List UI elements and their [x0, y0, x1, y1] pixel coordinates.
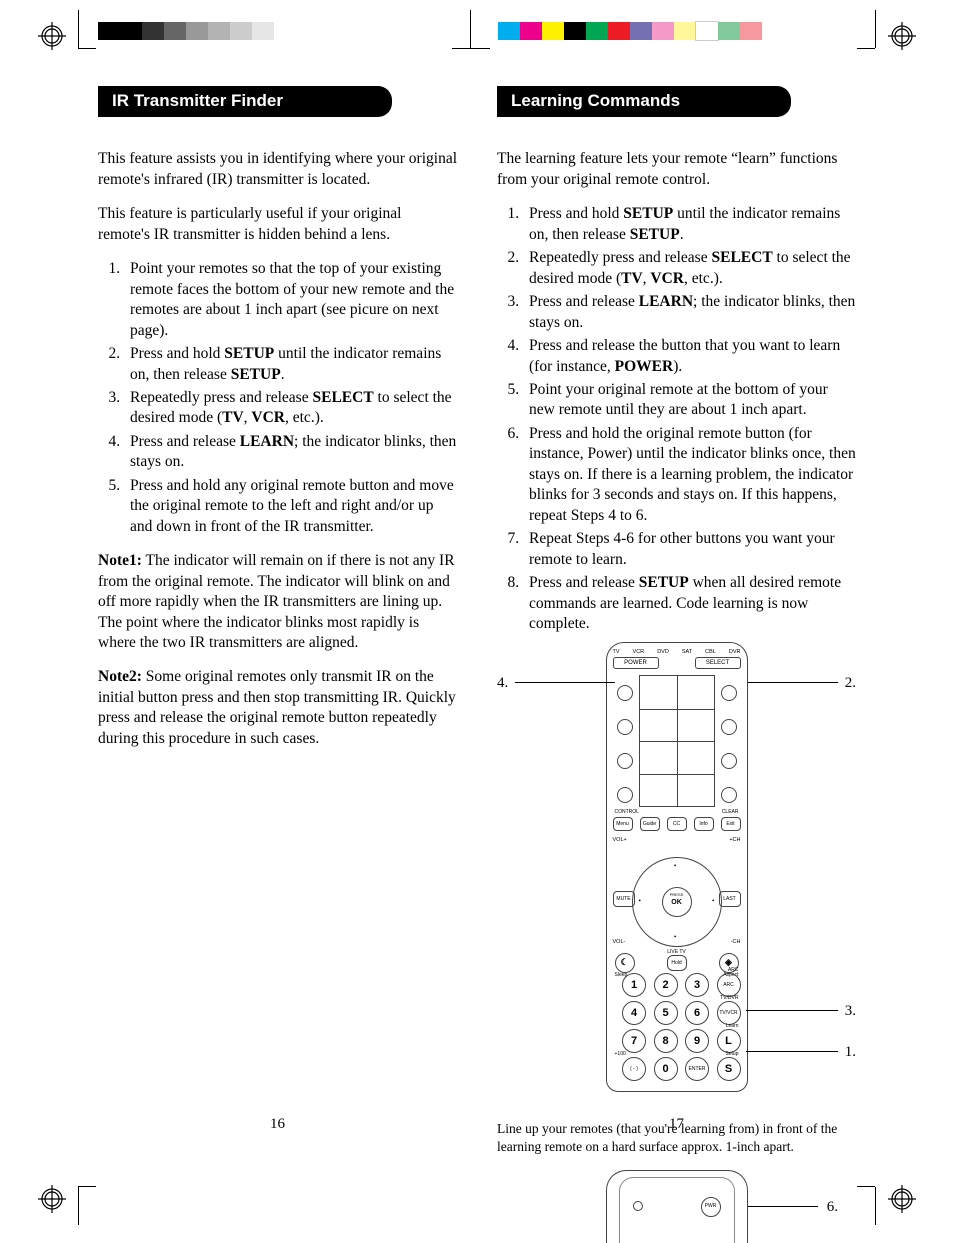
page: IR Transmitter Finder This feature assis…: [0, 0, 954, 1235]
step-item: Press and hold any original remote butto…: [124, 476, 457, 537]
step-item: Press and hold SETUP until the indicator…: [523, 204, 856, 245]
right-para-1: The learning feature lets your remote “l…: [497, 149, 856, 190]
remote-key-0: 0: [654, 1057, 678, 1081]
remote-key-3: 3: [685, 973, 709, 997]
step-item: Repeat Steps 4-6 for other buttons you w…: [523, 529, 856, 570]
registration-mark-icon: [888, 1185, 916, 1213]
left-para-2: This feature is particularly useful if y…: [98, 204, 457, 245]
left-column: IR Transmitter Finder This feature assis…: [98, 86, 457, 1149]
left-para-1: This feature assists you in identifying …: [98, 149, 457, 190]
step-item: Press and release LEARN; the indicator b…: [124, 432, 457, 473]
color-swatch-bar: [498, 22, 762, 40]
right-steps: Press and hold SETUP until the indicator…: [497, 204, 856, 634]
step-item: Repeatedly press and release SELECT to s…: [523, 248, 856, 289]
step-item: Point your remotes so that the top of yo…: [124, 259, 457, 341]
left-heading: IR Transmitter Finder: [98, 86, 392, 117]
step-item: Press and release LEARN; the indicator b…: [523, 292, 856, 333]
step-item: Point your original remote at the bottom…: [523, 380, 856, 421]
bottom-crop-guide: [0, 1187, 954, 1225]
remote-last-button: LAST: [719, 891, 741, 907]
registration-mark-icon: [888, 22, 916, 50]
step-item: Press and hold SETUP until the indicator…: [124, 344, 457, 385]
remote-key-ENTER: ENTER: [685, 1057, 709, 1081]
remote-side-L: L: [717, 1029, 741, 1053]
step-item: Press and hold the original remote butto…: [523, 424, 856, 526]
step-item: Press and release SETUP when all desired…: [523, 573, 856, 634]
remote-key-6: 6: [685, 1001, 709, 1025]
remote-side-ARC: ARC: [717, 973, 741, 997]
remote-key-2: 2: [654, 973, 678, 997]
remote-key-7: 7: [622, 1029, 646, 1053]
step-item: Repeatedly press and release SELECT to s…: [124, 388, 457, 429]
registration-mark-icon: [38, 22, 66, 50]
step-item: Press and release the button that you wa…: [523, 336, 856, 377]
callout-1: 1.: [845, 1043, 856, 1063]
callout-2: 2.: [845, 674, 856, 694]
remote-key-9: 9: [685, 1029, 709, 1053]
right-column: Learning Commands The learning feature l…: [497, 86, 856, 1149]
remote-side-S: S: [717, 1057, 741, 1081]
learning-remote: TVVCRDVDSATCBLDVR POWER SELECT: [606, 642, 748, 1092]
remote-key-5: 5: [654, 1001, 678, 1025]
remote-side-TV/VCR: TV/VCR: [717, 1001, 741, 1025]
left-steps: Point your remotes so that the top of yo…: [98, 259, 457, 537]
callout-3: 3.: [845, 1002, 856, 1022]
content-columns: IR Transmitter Finder This feature assis…: [98, 86, 856, 1149]
gray-swatch-bar: [98, 22, 274, 40]
remote-key-8: 8: [654, 1029, 678, 1053]
remote-power-button: POWER: [613, 657, 659, 669]
left-note-2: Note2: Some original remotes only transm…: [98, 667, 457, 749]
remote-key-1: 1: [622, 973, 646, 997]
remote-diagram: TVVCRDVDSATCBLDVR POWER SELECT: [497, 642, 856, 1120]
remote-select-button: SELECT: [695, 657, 741, 669]
remote-key-4: 4: [622, 1001, 646, 1025]
callout-4: 4.: [497, 674, 508, 694]
page-number-right: 17: [497, 1115, 856, 1135]
remote-hold-button: Hold: [667, 955, 687, 971]
remote-key-( - ): ( - ): [622, 1057, 646, 1081]
registration-mark-icon: [38, 1185, 66, 1213]
remote-nav-pad: PRESSOK • • • •: [632, 857, 722, 947]
right-heading: Learning Commands: [497, 86, 791, 117]
page-number-left: 16: [98, 1115, 457, 1135]
left-note-1: Note1: The indicator will remain on if t…: [98, 551, 457, 653]
